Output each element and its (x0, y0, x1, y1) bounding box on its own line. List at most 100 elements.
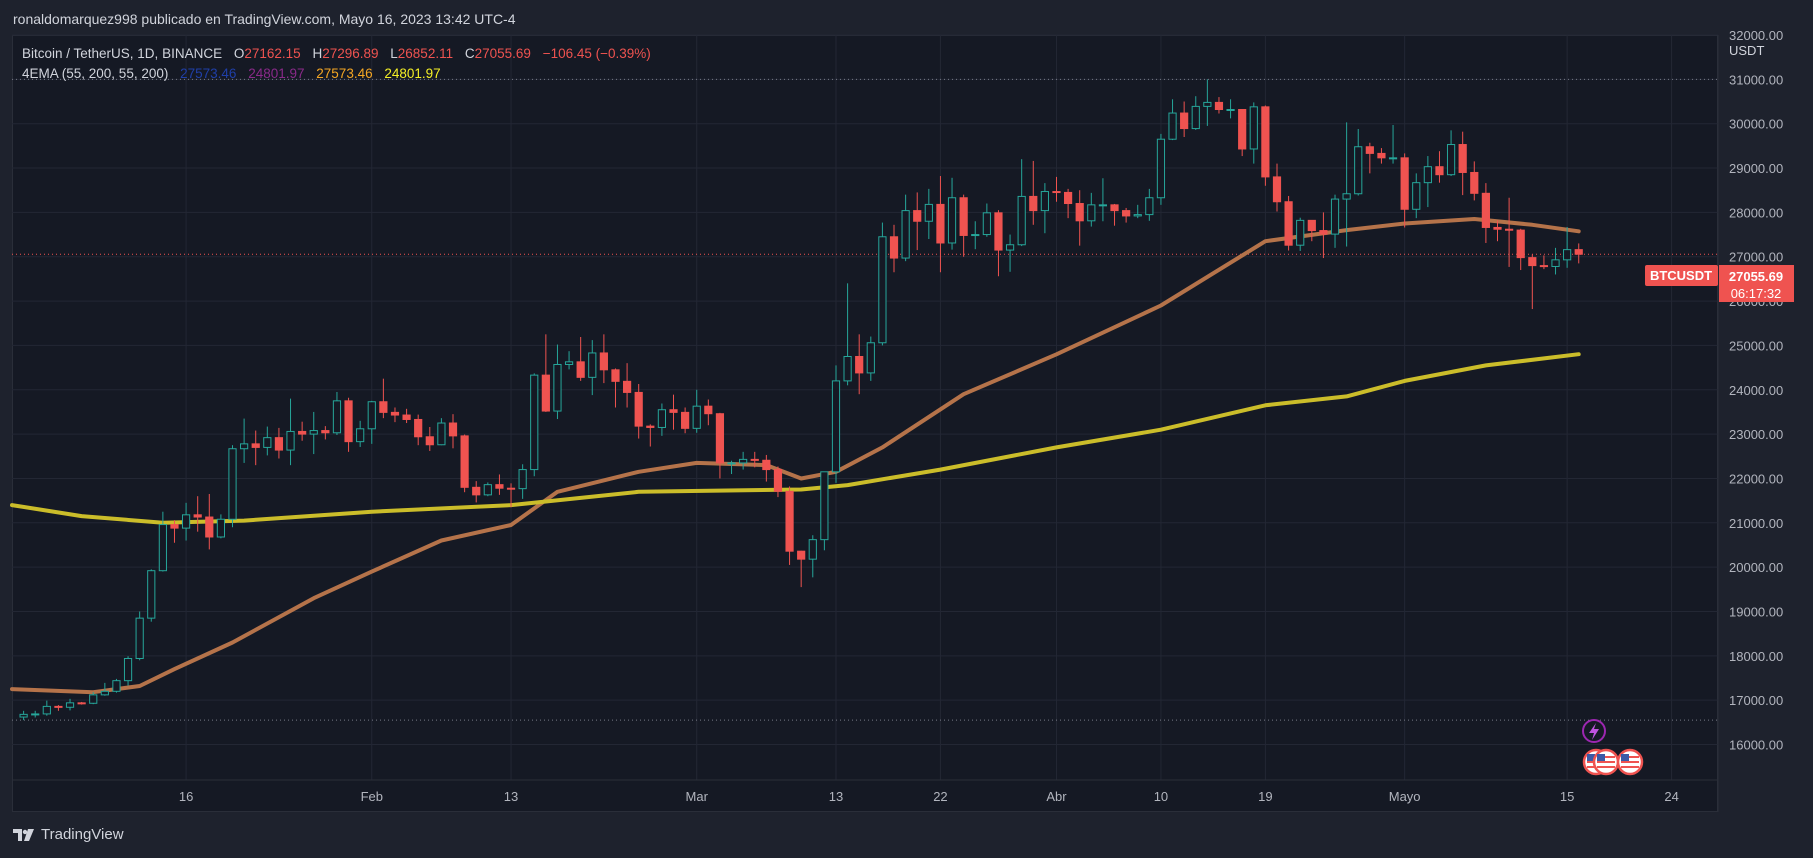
candle-body (135, 617, 144, 659)
y-tick-label: 22000.00 (1729, 471, 1783, 486)
candle (344, 397, 353, 452)
candle-body (506, 487, 516, 490)
candle-body (820, 471, 829, 541)
candle (669, 394, 678, 430)
candle (588, 340, 597, 396)
candle-body (379, 401, 388, 413)
last-price-tag: 27055.69 06:17:32 (1719, 265, 1794, 302)
candle (1110, 203, 1119, 226)
candle-body (1539, 265, 1549, 268)
candle (1400, 153, 1409, 228)
legend-close-value: 27055.69 (475, 46, 531, 61)
candle (483, 482, 492, 497)
candle (332, 391, 342, 435)
candle-body (402, 414, 411, 420)
x-tick-label: 19 (1258, 789, 1272, 804)
candle (1040, 183, 1049, 234)
candle-body (1563, 249, 1572, 261)
candle-body (1226, 109, 1235, 111)
candle (1458, 131, 1467, 196)
candle (1156, 133, 1166, 205)
candle (901, 194, 910, 262)
candle-body (1087, 204, 1096, 222)
candle (1249, 102, 1258, 164)
y-tick-label: 20000.00 (1729, 560, 1783, 575)
candle-body (170, 524, 179, 529)
event-markers[interactable] (1582, 719, 1644, 776)
candle (472, 481, 481, 503)
horizontal-levels (12, 78, 1718, 721)
candle (123, 656, 133, 686)
candle-body (321, 430, 330, 434)
x-tick-label: Mayo (1389, 789, 1421, 804)
candle (263, 426, 272, 456)
candle-body (228, 448, 237, 520)
candle (367, 400, 376, 444)
candle (564, 351, 574, 370)
candle-body (158, 524, 167, 572)
candle (1516, 228, 1525, 271)
candle-body (878, 236, 887, 344)
candle-body (622, 380, 632, 393)
x-tick-label: 13 (504, 789, 518, 804)
chart-pane[interactable] (12, 35, 1718, 812)
candle (808, 535, 817, 578)
y-tick-label: 29000.00 (1729, 161, 1783, 176)
candle-body (89, 694, 98, 704)
candle (414, 414, 423, 446)
candle (936, 176, 945, 273)
candle (704, 399, 713, 426)
y-tick-label: 27000.00 (1729, 250, 1783, 265)
x-tick-label: 15 (1560, 789, 1574, 804)
ema-lines (10, 217, 1581, 695)
candle (1330, 194, 1340, 248)
candle (750, 451, 759, 468)
candle-body (1516, 229, 1525, 259)
candle (1063, 188, 1073, 219)
candle-body (1446, 144, 1456, 176)
candle (100, 682, 109, 696)
candle-body (634, 391, 643, 427)
candle (1180, 101, 1189, 137)
candle-body (1168, 112, 1177, 140)
y-tick-label: 19000.00 (1729, 604, 1783, 619)
y-tick-label: 25000.00 (1729, 338, 1783, 353)
candle (1354, 129, 1363, 196)
candle (437, 418, 446, 446)
candle (286, 398, 295, 466)
y-tick-label: 30000.00 (1729, 117, 1783, 132)
symbol-tag[interactable]: BTCUSDT (1645, 265, 1718, 286)
candle-body (1005, 244, 1015, 251)
candle (1377, 148, 1386, 164)
chart-legend: Bitcoin / TetherUS, 1D, BINANCE O27162.1… (22, 46, 651, 81)
candle-body (181, 514, 191, 529)
candle-body (367, 401, 376, 430)
ema-line (10, 217, 1581, 695)
candle (878, 222, 887, 346)
legend-ind-value-4: 24801.97 (384, 66, 440, 81)
candle (170, 520, 179, 543)
candle (866, 336, 875, 381)
candle (785, 486, 794, 565)
tradingview-logo[interactable]: TradingView (13, 826, 124, 843)
candle (205, 493, 214, 550)
candle-body (1029, 195, 1038, 212)
candle (89, 692, 98, 705)
candle-body (390, 411, 400, 416)
candle (135, 611, 144, 661)
candle (1005, 234, 1015, 272)
candle (553, 344, 562, 420)
candle (599, 334, 608, 384)
candle (576, 336, 585, 381)
candle (1133, 204, 1142, 219)
candles (19, 79, 1583, 721)
candle-body (1342, 193, 1351, 200)
candle-countdown: 06:17:32 (1731, 286, 1782, 301)
candle-body (518, 469, 527, 490)
legend-high-label: H (312, 46, 322, 61)
candle (982, 203, 991, 237)
candle-body (704, 405, 713, 415)
candle (1470, 161, 1479, 201)
y-tick-label: 24000.00 (1729, 383, 1783, 398)
